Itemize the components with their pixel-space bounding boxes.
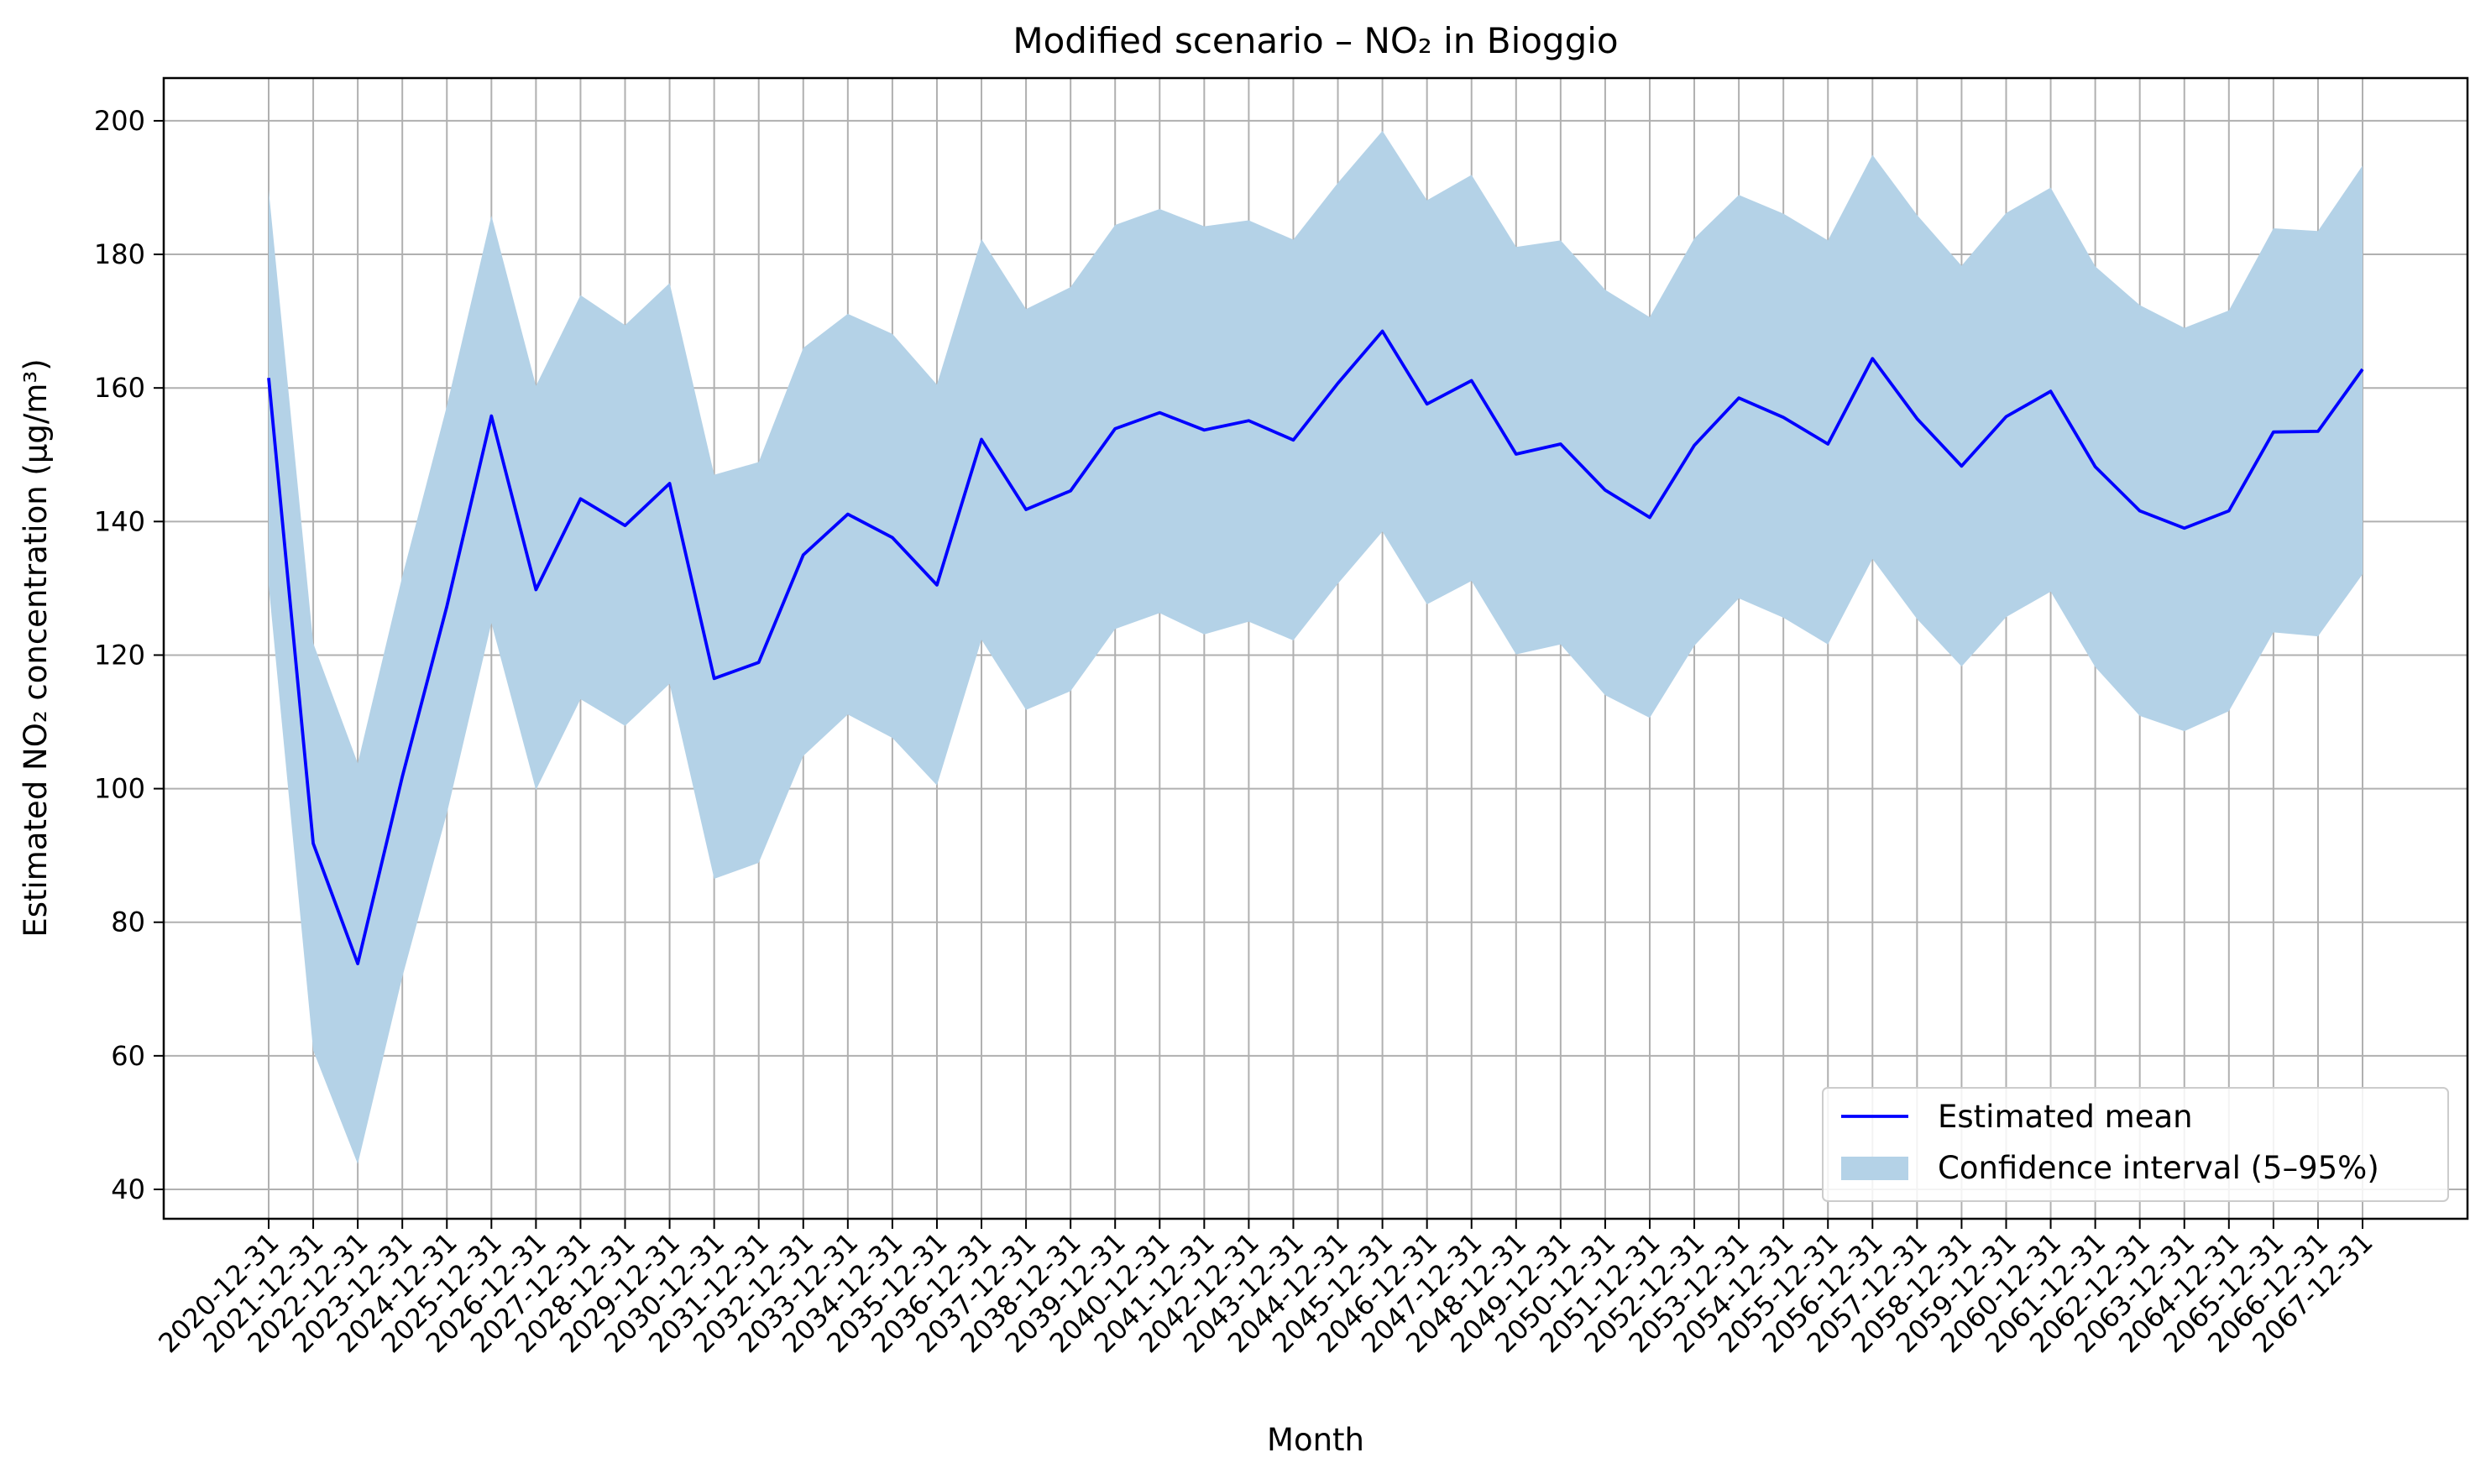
mean-data-point [1604,489,1607,492]
mean-data-point [891,536,894,539]
mean-data-point [935,583,939,587]
plot-area-frame [162,76,2469,1220]
mean-data-point [1024,508,1028,511]
mean-data-point [2138,509,2142,513]
mean-data-point [1515,452,1518,456]
mean-data-point [400,775,404,778]
mean-data-point [1381,330,1384,333]
mean-series-line [267,329,2364,965]
y-tick-label: 160 [94,372,145,404]
mean-data-point [1559,442,1562,446]
mean-data-point [668,482,672,485]
mean-data-point [578,497,582,500]
y-tick-label: 120 [94,639,145,671]
mean-data-point [1069,489,1072,493]
mean-data-point [267,376,270,379]
mean-data-point [2316,430,2320,433]
mean-data-point [489,415,493,418]
legend-ci-swatch [1841,1157,1908,1180]
mean-data-point [1782,415,1785,419]
mean-data-point [2183,526,2186,530]
mean-data-point [311,842,315,845]
y-tick-label: 200 [94,105,145,137]
legend-box [1822,1087,2449,1202]
mean-data-point [624,524,627,527]
x-axis-ticks: 2020-12-312021-12-312022-12-312023-12-31… [152,1219,2379,1359]
mean-data-point [757,661,761,664]
legend-ci-label: Confidence interval (5–95%) [1938,1150,2379,1186]
mean-data-point [1202,428,1206,431]
mean-data-point [1426,402,1429,405]
mean-data-point [2049,389,2053,393]
mean-data-point [356,962,359,965]
y-tick-label: 60 [111,1040,145,1072]
confidence-band [269,130,2363,1164]
mean-data-point [1915,417,1918,421]
mean-data-point [1737,396,1740,400]
mean-data-point [1826,442,1829,446]
mean-line [267,329,2364,965]
mean-data-point [445,604,448,608]
mean-data-point [1113,427,1117,431]
mean-data-point [2361,368,2364,371]
mean-data-point [1693,444,1696,447]
mean-data-point [2272,431,2275,434]
y-tick-label: 100 [94,773,145,805]
mean-data-point [1960,464,1963,468]
legend: Estimated mean Confidence interval (5–95… [1822,1087,2449,1202]
mean-data-point [534,588,537,591]
mean-data-point [713,677,716,680]
mean-data-point [1648,516,1651,520]
mean-data-point [1871,357,1874,360]
mean-data-point [2094,465,2097,468]
mean-data-point [1470,379,1473,382]
mean-data-point [802,553,805,556]
confidence-interval-area [269,130,2363,1164]
mean-data-point [1158,411,1161,415]
mean-data-point [2227,509,2231,513]
mean-data-point [1337,382,1340,385]
y-tick-label: 40 [111,1173,145,1205]
y-tick-label: 140 [94,505,145,537]
legend-mean-label: Estimated mean [1938,1099,2193,1135]
x-axis-label: Month [1267,1422,1364,1458]
mean-data-point [2004,415,2007,418]
chart-title: Modified scenario – NO₂ in Bioggio [1013,20,1618,61]
mean-data-point [1247,419,1250,422]
y-axis-ticks: 40 60 80 100 120 140 160 180 200 [94,105,164,1205]
mean-data-point [1291,438,1295,442]
mean-data-point [846,513,850,516]
y-tick-label: 180 [94,238,145,270]
y-tick-label: 80 [111,907,145,938]
y-axis-label: Estimated NO₂ concentration (µg/m³) [18,358,54,937]
mean-data-point [980,437,983,441]
